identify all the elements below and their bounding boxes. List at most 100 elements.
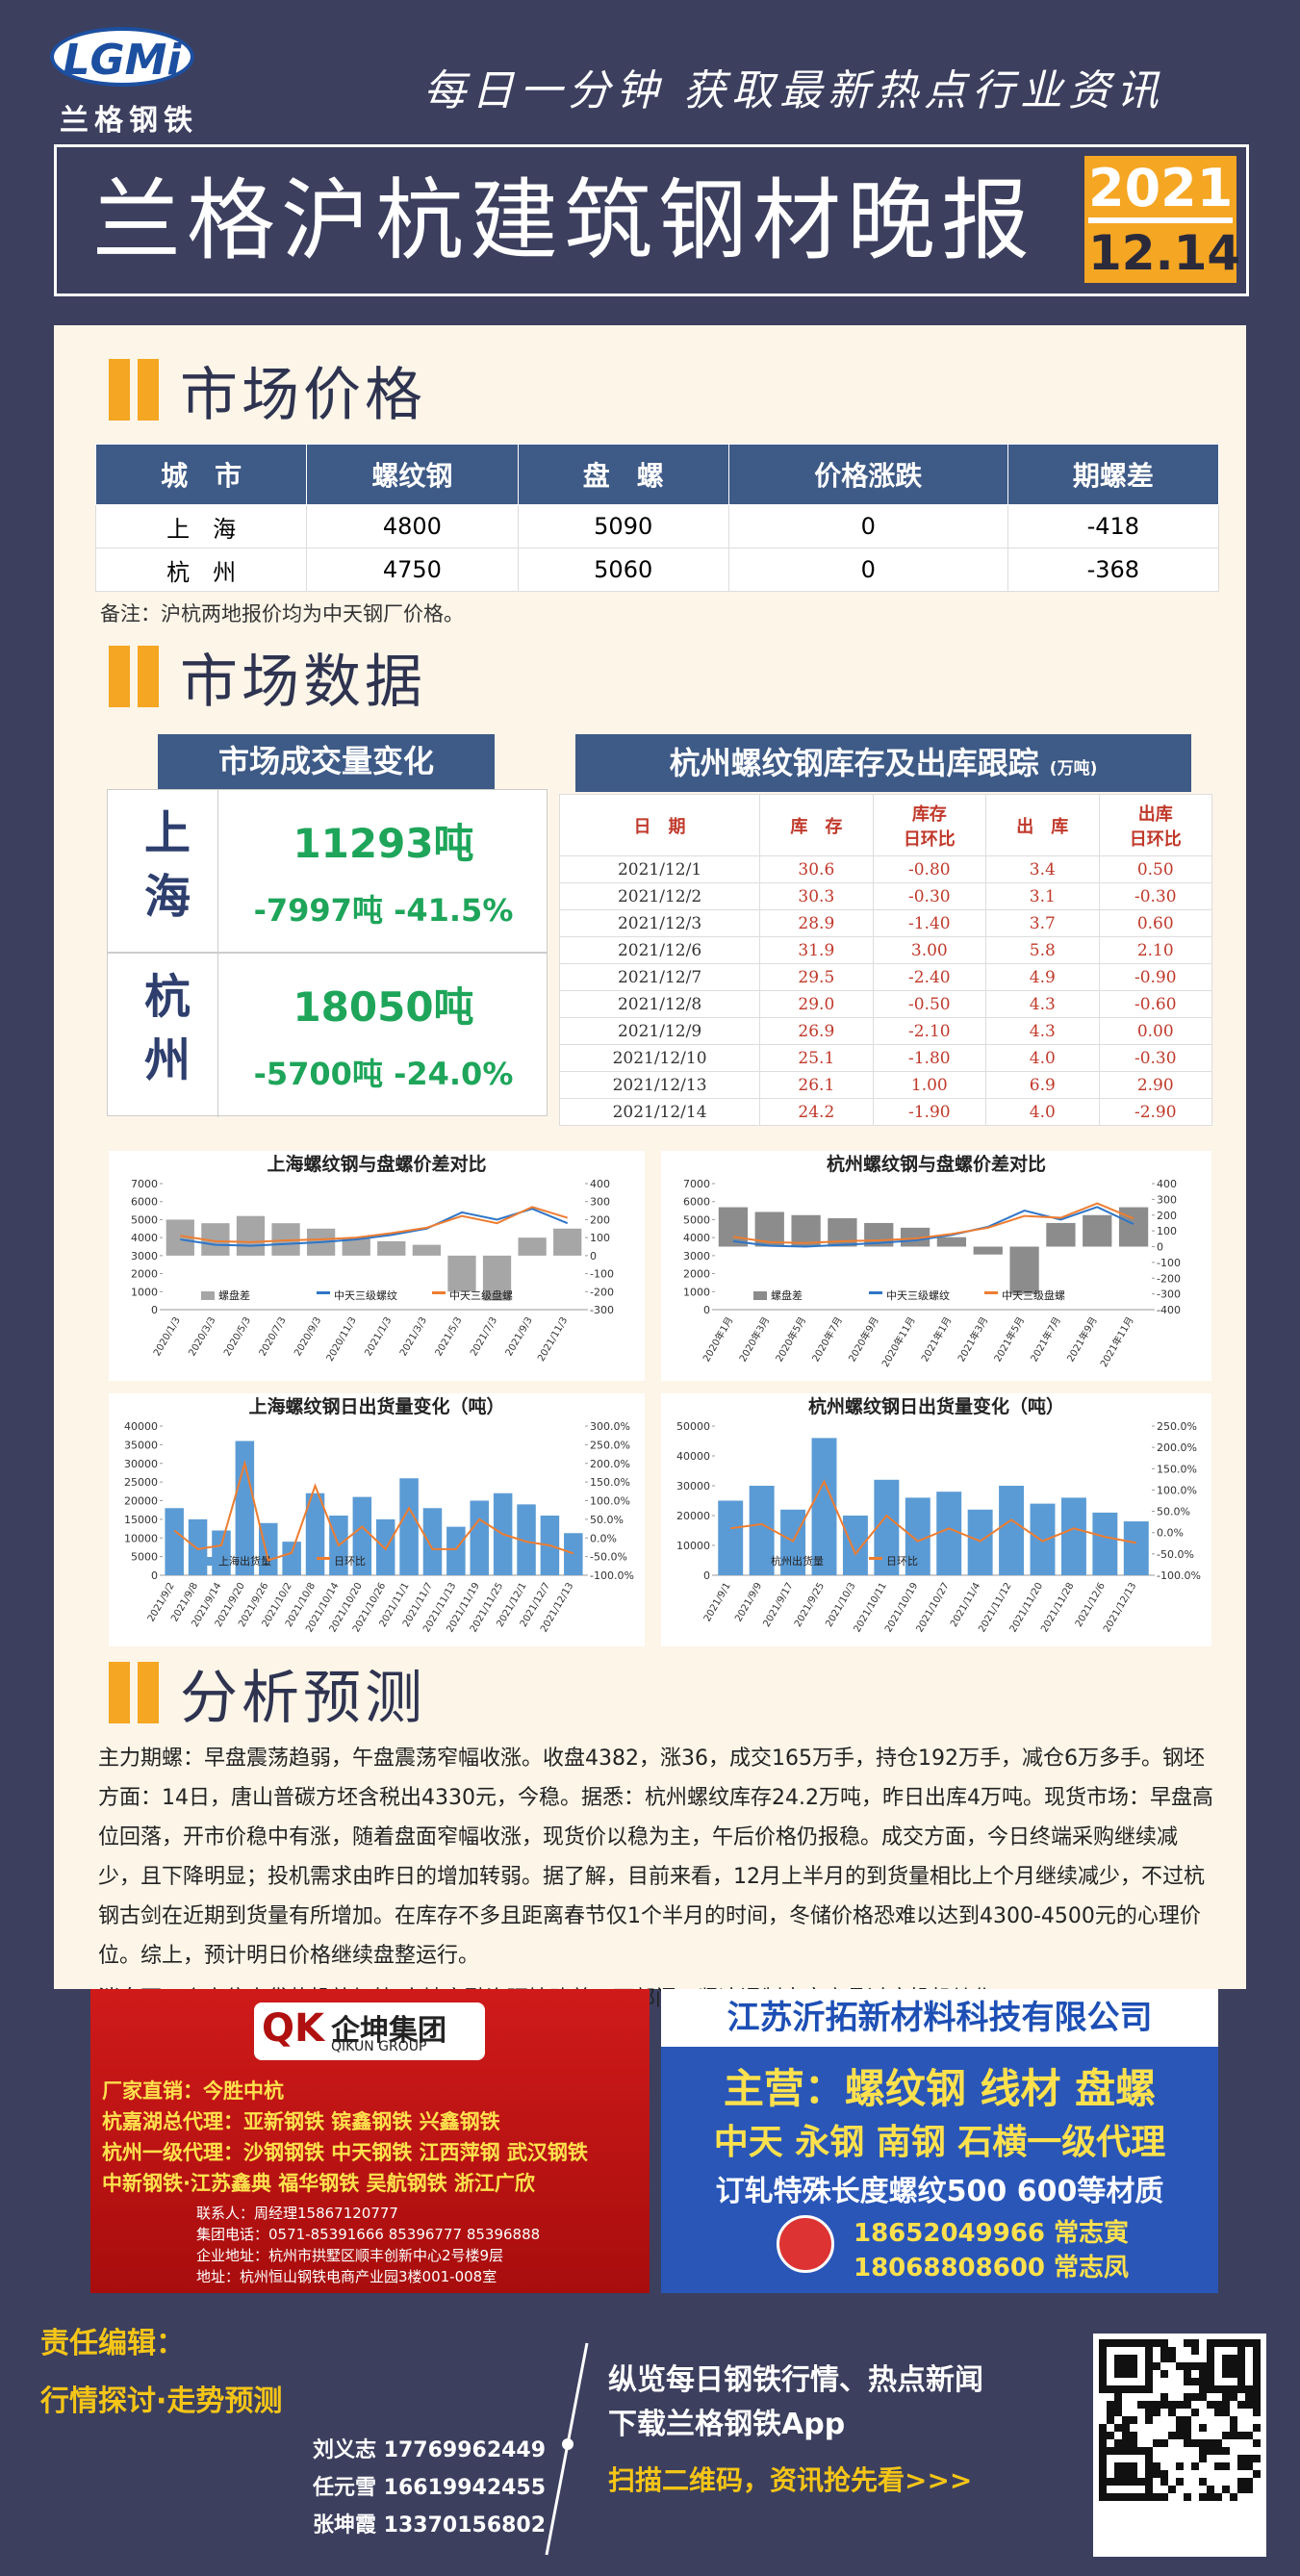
y-tick-label: 2000 bbox=[131, 1268, 158, 1281]
qr-module bbox=[1145, 2455, 1153, 2462]
qr-module bbox=[1099, 2432, 1107, 2439]
qr-module bbox=[1114, 2339, 1122, 2347]
qr-module bbox=[1184, 2493, 1191, 2501]
x-tick-label: 2021/7/3 bbox=[469, 1315, 499, 1358]
qr-module bbox=[1176, 2462, 1184, 2470]
qr-module bbox=[1099, 2362, 1107, 2370]
qr-module bbox=[1230, 2385, 1237, 2393]
qr-module bbox=[1207, 2385, 1214, 2393]
cell: -1.80 bbox=[872, 1044, 987, 1072]
x-tick-label: 2020/7/3 bbox=[258, 1315, 289, 1358]
qr-module bbox=[1114, 2393, 1122, 2401]
qr-module bbox=[1222, 2339, 1230, 2347]
cell: -418 bbox=[1007, 504, 1220, 548]
qr-module bbox=[1237, 2339, 1245, 2347]
ad-agents: 中天 永钢 南钢 石横一级代理 bbox=[713, 2123, 1166, 2162]
line bbox=[173, 1459, 574, 1562]
cell: -2.40 bbox=[872, 963, 987, 991]
cell: 26.1 bbox=[759, 1071, 874, 1099]
cell: 6.9 bbox=[985, 1071, 1100, 1099]
cell: 5060 bbox=[517, 548, 729, 592]
qr-module bbox=[1184, 2393, 1191, 2401]
bar bbox=[412, 1244, 442, 1256]
cell: 29.0 bbox=[759, 990, 874, 1018]
qr-module bbox=[1160, 2401, 1168, 2409]
y2-tick-label: 400 bbox=[590, 1178, 610, 1190]
qr-module bbox=[1222, 2401, 1230, 2409]
y-tick-label: 6000 bbox=[683, 1196, 710, 1209]
y2-tick-label: 0 bbox=[1157, 1241, 1163, 1254]
row: 上 海 4800 5090 0 -418 bbox=[94, 504, 1220, 548]
qr-module bbox=[1245, 2339, 1253, 2347]
qr-module bbox=[1168, 2355, 1176, 2362]
qr-module bbox=[1176, 2416, 1184, 2424]
qr-module bbox=[1130, 2478, 1137, 2486]
ad-lines: 厂家直销：今胜中杭 杭嘉湖总代理：亚新钢铁 镔鑫钢铁 兴鑫钢铁 杭州一级代理：沙… bbox=[102, 2076, 588, 2199]
qr-module bbox=[1114, 2362, 1122, 2370]
qr-module bbox=[1191, 2462, 1199, 2470]
qr-module bbox=[1230, 2424, 1237, 2432]
header-cell: 城 市 bbox=[94, 444, 308, 505]
x-tick-label: 2021/10/27 bbox=[914, 1581, 951, 1634]
inventory-title: 杭州螺纹钢库存及出库跟踪 (万吨) bbox=[575, 734, 1191, 792]
y2-tick-label: 300 bbox=[590, 1196, 610, 1209]
qr-module bbox=[1145, 2401, 1153, 2409]
cell: 0 bbox=[727, 548, 1008, 592]
title-frame bbox=[54, 144, 1249, 296]
section-title: 市场数据 bbox=[180, 648, 426, 716]
legend-swatch bbox=[753, 1557, 767, 1566]
qr-module bbox=[1199, 2385, 1207, 2393]
y-tick-label: 0 bbox=[703, 1569, 710, 1582]
qr-module bbox=[1230, 2493, 1237, 2501]
qr-module bbox=[1253, 2362, 1261, 2370]
qr-module bbox=[1222, 2462, 1230, 2470]
x-tick-label: 2021/5/3 bbox=[434, 1315, 465, 1358]
qr-module bbox=[1253, 2339, 1261, 2347]
legend-label: 日环比 bbox=[334, 1555, 366, 1568]
y2-tick-label: 300.0% bbox=[590, 1420, 630, 1433]
bar bbox=[482, 1255, 512, 1301]
cell: -0.60 bbox=[1098, 990, 1213, 1018]
y2-tick-label: 0 bbox=[590, 1250, 597, 1262]
qr-module bbox=[1199, 2439, 1207, 2447]
qr-module bbox=[1214, 2447, 1222, 2455]
qr-module bbox=[1137, 2447, 1145, 2455]
cell: 24.2 bbox=[759, 1098, 874, 1126]
qr-module bbox=[1207, 2362, 1214, 2370]
promo: 纵览每日钢铁行情、热点新闻 bbox=[608, 2363, 983, 2397]
qr-module bbox=[1245, 2432, 1253, 2439]
qr-code[interactable] bbox=[1093, 2334, 1266, 2557]
bar bbox=[999, 1486, 1025, 1575]
qr-module bbox=[1114, 2401, 1122, 2409]
editor: 张坤霞 13370156802 bbox=[313, 2513, 547, 2538]
y-tick-label: 1000 bbox=[131, 1286, 158, 1298]
cell: 上 海 bbox=[94, 504, 308, 548]
x-tick-label: 2021/11/28 bbox=[1039, 1581, 1076, 1634]
cell: -368 bbox=[1007, 548, 1220, 592]
city-change: -5700吨 -24.0% bbox=[253, 1056, 514, 1092]
ad-qikun[interactable]: QK 企坤集团 QIKUN GROUP 厂家直销：今胜中杭 杭嘉湖总代理：亚新钢… bbox=[90, 1989, 650, 2293]
cell: -0.80 bbox=[872, 855, 987, 883]
qr-module bbox=[1199, 2478, 1207, 2486]
qr-module bbox=[1114, 2370, 1122, 2378]
qr-module bbox=[1145, 2339, 1153, 2347]
qr-module bbox=[1145, 2362, 1153, 2370]
qr-module bbox=[1176, 2432, 1184, 2439]
cell: 2021/12/8 bbox=[558, 990, 761, 1018]
bar bbox=[1083, 1214, 1112, 1247]
chart-title: 杭州螺纹钢与盘螺价差对比 bbox=[827, 1153, 1046, 1175]
row: 2021/12/2 30.3 -0.30 3.1 -0.30 bbox=[558, 882, 1213, 910]
qr-module bbox=[1199, 2455, 1207, 2462]
qr-module bbox=[1160, 2347, 1168, 2355]
qr-module bbox=[1168, 2347, 1176, 2355]
bar bbox=[553, 1228, 582, 1256]
ad-yituo[interactable]: 江苏沂拓新材料科技有限公司 主营：螺纹钢 线材 盘螺 中天 永钢 南钢 石横一级… bbox=[661, 1989, 1218, 2293]
x-tick-label: 2021/10/3 bbox=[824, 1581, 857, 1629]
cell: -0.30 bbox=[872, 882, 987, 910]
qr-module bbox=[1122, 2493, 1130, 2501]
qr-module bbox=[1160, 2478, 1168, 2486]
legend-label: 螺盘差 bbox=[218, 1288, 250, 1302]
y-tick-label: 0 bbox=[703, 1304, 710, 1316]
qr-module bbox=[1137, 2385, 1145, 2393]
section-heading: 市场数据 bbox=[109, 643, 426, 716]
